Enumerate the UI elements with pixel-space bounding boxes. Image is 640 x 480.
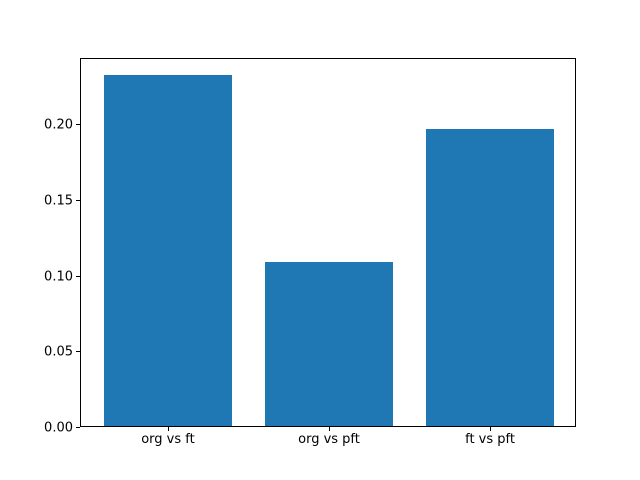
y-tick-mark <box>76 275 80 277</box>
y-tick-label: 0.05 <box>44 344 73 360</box>
y-tick-label: 0.20 <box>44 117 73 133</box>
plot-area: 0.00 0.05 0.10 0.15 0.20 org vs ft org vs pft f… <box>44 58 576 446</box>
y-tick-label: 0.15 <box>44 193 73 209</box>
x-tick-mark <box>490 427 492 431</box>
bar-org-vs-pft <box>264 262 394 426</box>
y-tick-label: 0.10 <box>44 269 73 285</box>
y-tick-mark <box>76 124 80 126</box>
bar-org-vs-ft <box>103 74 233 426</box>
x-tick-label: org vs ft <box>141 432 195 447</box>
x-tick-mark <box>329 427 330 431</box>
y-tick-mark <box>76 199 80 201</box>
x-tick-label: org vs pft <box>298 432 360 447</box>
x-tick-mark <box>167 427 169 431</box>
y-tick-mark <box>76 351 80 353</box>
x-tick-label: ft vs pft <box>465 432 515 447</box>
y-tick-label: 0.00 <box>44 420 73 436</box>
bar-ft-vs-pft <box>425 129 555 426</box>
y-tick-mark <box>76 427 80 428</box>
